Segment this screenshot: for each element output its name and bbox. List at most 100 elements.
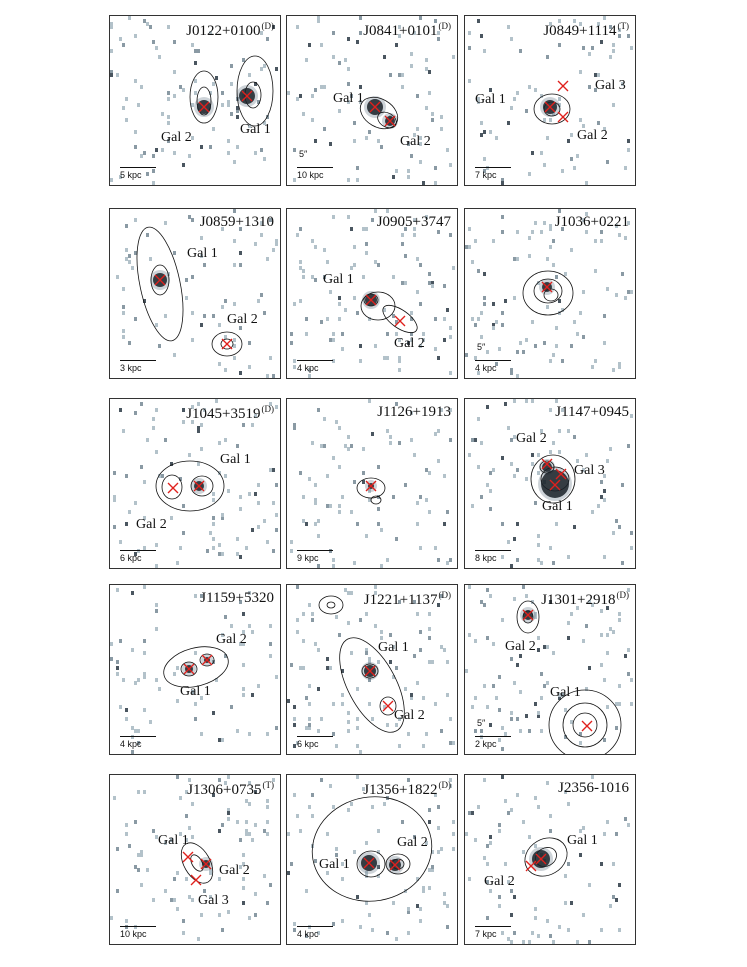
- arcsec-label: 5″: [477, 718, 486, 728]
- system-type-superscript: (D): [261, 404, 275, 414]
- flux-contour: [163, 646, 229, 688]
- panel-j1045: J1045+3519(D) Gal 1 Gal 2 6 kpc: [109, 398, 281, 569]
- object-name: J1126+1913: [377, 404, 451, 420]
- noise-pixels: [116, 209, 278, 378]
- flux-contour: [548, 689, 622, 754]
- contour-overlay: [180, 842, 214, 886]
- flux-contour: [318, 595, 344, 615]
- scale-bar-label: 4 kpc: [120, 739, 142, 749]
- galaxy-label: Gal 2: [400, 134, 431, 149]
- flux-contour: [356, 477, 386, 499]
- galaxy-label: Gal 1: [550, 685, 581, 700]
- galaxy-label: Gal 2: [136, 517, 167, 532]
- contour-overlay: [522, 270, 574, 316]
- galaxy-position-cross-icon: [557, 111, 569, 123]
- panel-title: J1306+0735(T): [187, 780, 274, 799]
- contour-overlay: [356, 477, 386, 505]
- galaxy-position-cross-icon: [154, 274, 166, 286]
- flux-contour: [356, 850, 386, 878]
- panel-title: J0841+0101(D): [363, 21, 451, 40]
- system-type-superscript: (D): [438, 780, 452, 790]
- galaxy-position-cross-icon: [365, 294, 377, 306]
- scale-bar-label: 4 kpc: [297, 363, 319, 373]
- scale-bar-label: 8 kpc: [475, 553, 497, 563]
- flux-contour: [339, 637, 405, 733]
- contour-overlay: [311, 796, 433, 902]
- scale-bar-line: [297, 550, 333, 551]
- scale-bar: 8 kpc: [475, 550, 511, 563]
- galaxy-position-cross-icon: [193, 480, 205, 492]
- object-name: J0905+3747: [376, 214, 451, 230]
- galaxy-label: Gal 2: [394, 336, 425, 351]
- scale-bar-label: 5 kpc: [120, 170, 142, 180]
- contour-overlay: [163, 646, 229, 688]
- scale-bar-line: [297, 736, 333, 737]
- scale-bar: 4 kpc: [120, 736, 156, 749]
- scale-bar-line: [120, 167, 156, 168]
- galaxy-label: Gal 2: [161, 130, 192, 145]
- galaxy-label: Gal 2: [216, 632, 247, 647]
- galaxy-position-cross-icon: [183, 663, 195, 675]
- galaxy-position-cross-icon: [384, 115, 396, 127]
- scale-bar-label: 4 kpc: [475, 363, 497, 373]
- contour-overlay: [530, 454, 576, 504]
- panel-j1356: J1356+1822(D) Gal 2 Gal 1 4 kpc: [286, 774, 458, 945]
- scale-bar: 7 kpc: [475, 926, 511, 939]
- object-name: J1356+1822: [363, 782, 438, 798]
- object-name: J2356-1016: [558, 780, 629, 796]
- flux-contour: [530, 454, 576, 504]
- panel-j1159: J1159+5320 Gal 2 Gal 1 4 kpc: [109, 584, 281, 755]
- galaxy-label: Gal 2: [577, 128, 608, 143]
- scale-bar-line: [475, 736, 511, 737]
- contour-overlay: [516, 600, 622, 754]
- noise-pixels: [113, 399, 278, 568]
- galaxy-position-cross-icon: [555, 468, 567, 480]
- flux-contour: [361, 663, 379, 679]
- scale-bar: 2 kpc: [475, 736, 511, 749]
- object-name: J1301+2918: [541, 592, 616, 608]
- flux-contour: [196, 86, 212, 116]
- flux-contour: [516, 600, 540, 634]
- source-emission: [541, 470, 569, 498]
- object-name: J0859+1310: [199, 214, 274, 230]
- panel-j0849: J0849+1114(T) Gal 1 Gal 3 Gal 2 7 kpc: [464, 15, 636, 186]
- galaxy-label: Gal 2: [516, 431, 547, 446]
- flux-contour: [533, 278, 563, 304]
- scale-bar-label: 10 kpc: [120, 929, 147, 939]
- flux-contour: [377, 111, 397, 129]
- galaxy-label: Gal 3: [574, 463, 605, 478]
- scale-bar-line: [475, 360, 511, 361]
- galaxy-position-cross-icon: [365, 480, 377, 492]
- noise-pixels: [465, 209, 633, 378]
- galaxy-position-cross-icon: [182, 851, 194, 863]
- galaxy-label: Gal 1: [567, 833, 598, 848]
- galaxy-label: Gal 1: [333, 91, 364, 106]
- noise-pixels: [468, 399, 633, 568]
- flux-contour: [572, 712, 598, 738]
- flux-contour: [326, 601, 336, 609]
- flux-contour: [220, 338, 234, 350]
- contour-overlay: [136, 226, 243, 357]
- galaxy-label: Gal 1: [378, 640, 409, 655]
- scale-bar-label: 2 kpc: [475, 739, 497, 749]
- galaxy-position-cross-icon: [389, 859, 401, 871]
- panel-j1301: J1301+2918(D) Gal 2 Gal 1 5″ 2 kpc: [464, 584, 636, 755]
- panel-title: J1036+0221: [555, 214, 629, 231]
- galaxy-position-cross-icon: [200, 858, 212, 870]
- flux-contour: [189, 70, 219, 124]
- scale-bar-line: [297, 360, 333, 361]
- scale-bar-label: 6 kpc: [297, 739, 319, 749]
- contour-overlay: [359, 96, 399, 130]
- galaxy-position-cross-icon: [201, 654, 213, 666]
- galaxy-label: Gal 3: [595, 78, 626, 93]
- flux-contour: [190, 854, 204, 872]
- noise-pixels: [465, 585, 633, 751]
- scale-bar: 4 kpc: [297, 926, 333, 939]
- panel-title: J1301+2918(D): [541, 590, 629, 609]
- contour-overlay: [155, 460, 225, 512]
- galaxy-label: Gal 1: [240, 122, 271, 137]
- galaxy-position-cross-icon: [535, 853, 547, 865]
- panel-j0841: J0841+0101(D) Gal 1 Gal 2 5″ 10 kpc: [286, 15, 458, 186]
- scale-bar: 10 kpc: [120, 926, 156, 939]
- panel-title: J1126+1913: [377, 404, 451, 421]
